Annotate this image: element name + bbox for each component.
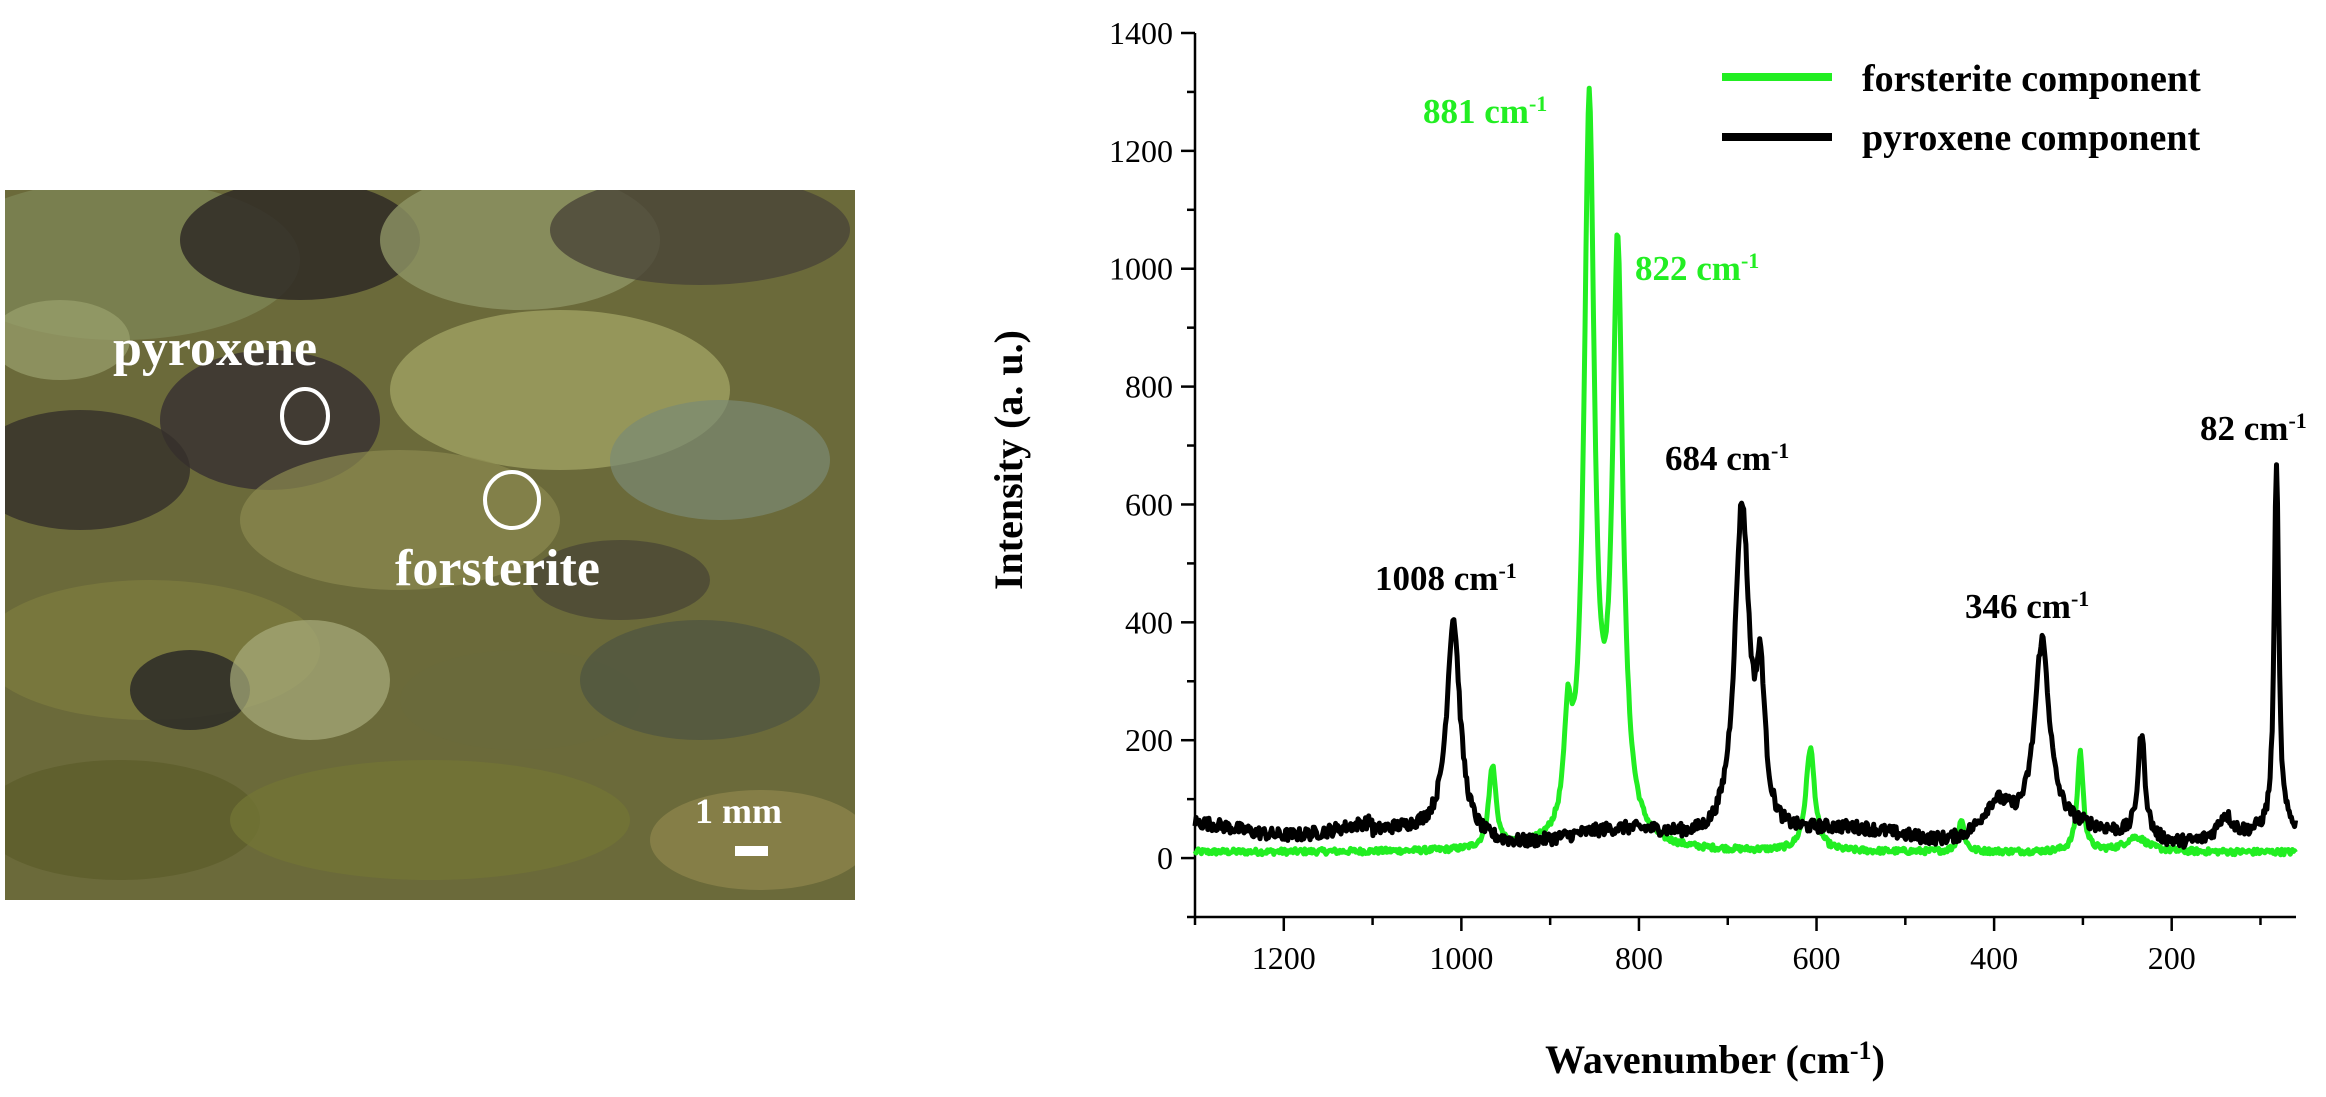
y-tick-label: 0 bbox=[1157, 840, 1173, 876]
x-tick-label: 800 bbox=[1615, 940, 1663, 976]
pyroxene-label: pyroxene bbox=[113, 320, 317, 377]
pyroxene-marker bbox=[280, 387, 330, 445]
y-axis-title: Intensity (a. u.) bbox=[986, 330, 1031, 590]
legend-label-forsterite: forsterite component bbox=[1862, 58, 2201, 100]
x-tick-label: 600 bbox=[1793, 940, 1841, 976]
y-tick-label: 1000 bbox=[1109, 251, 1173, 287]
peak-label-1008: 1008 cm-1 bbox=[1375, 558, 1517, 599]
peak-label-881: 881 cm-1 bbox=[1423, 91, 1547, 132]
forsterite-marker bbox=[483, 470, 541, 530]
legend: forsterite component pyroxene component bbox=[1722, 58, 2201, 159]
series-layer bbox=[1192, 85, 2299, 858]
forsterite-label: forsterite bbox=[395, 540, 600, 597]
x-tick-label: 400 bbox=[1970, 940, 2018, 976]
series-line-forsterite bbox=[1192, 85, 2298, 858]
peak-label-346: 346 cm-1 bbox=[1965, 586, 2089, 627]
y-tick-label: 200 bbox=[1125, 722, 1173, 758]
chart-axes: 0 200 400 600 800 1000 1200 1400 1200 1000 800 600 4… bbox=[1109, 15, 2296, 976]
x-tick-label: 1200 bbox=[1252, 940, 1316, 976]
peak-label-822: 822 cm-1 bbox=[1635, 248, 1759, 289]
y-tick-label: 1200 bbox=[1109, 133, 1173, 169]
scale-bar bbox=[735, 846, 768, 856]
y-tick-label: 400 bbox=[1125, 604, 1173, 640]
peak-label-82: 82 cm-1 bbox=[2200, 408, 2307, 449]
legend-label-pyroxene: pyroxene component bbox=[1862, 117, 2200, 159]
rock-photo bbox=[5, 190, 855, 900]
x-tick-label: 200 bbox=[2148, 940, 2196, 976]
peak-label-684: 684 cm-1 bbox=[1665, 438, 1789, 479]
y-tick-label: 800 bbox=[1125, 369, 1173, 405]
x-axis-title: Wavenumber (cm-1) bbox=[1545, 1036, 1885, 1083]
y-tick-label: 1400 bbox=[1109, 15, 1173, 51]
y-tick-label: 600 bbox=[1125, 486, 1173, 522]
x-tick-label: 1000 bbox=[1429, 940, 1493, 976]
series-line-pyroxene bbox=[1192, 462, 2299, 850]
scale-label: 1 mm bbox=[695, 791, 782, 831]
